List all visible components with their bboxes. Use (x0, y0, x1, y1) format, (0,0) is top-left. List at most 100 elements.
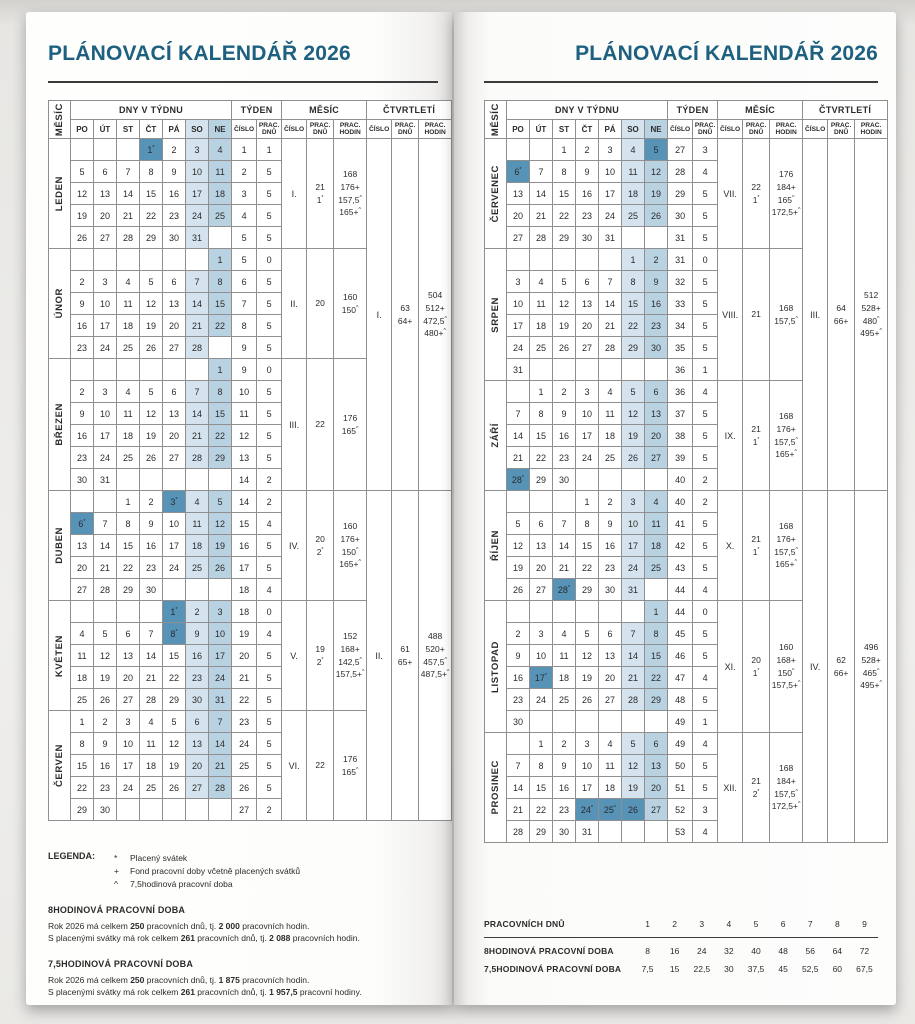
day-cell (506, 138, 530, 162)
week-workdays-cell: 4 (692, 380, 719, 404)
day-cell: 16 (185, 644, 209, 668)
day-cell: 4 (552, 622, 576, 646)
day-cell: 10 (207, 622, 233, 646)
day-cell: 19 (621, 424, 645, 448)
week-row: 4 5 6 7 8* 9 10 19 4 (49, 622, 452, 646)
value-line: 504 (428, 290, 443, 301)
day-cell: 13 (575, 292, 599, 316)
day-cell: 16 (552, 424, 576, 448)
week-workdays-cell: 5 (256, 776, 283, 800)
week-row: 23 24 25 26 27 28 9 5 (49, 336, 452, 360)
day-cell: 26 (93, 688, 117, 712)
day-cell: 10 (162, 512, 186, 536)
value-line: 2* (316, 656, 324, 667)
value-line: 168 (779, 302, 794, 313)
week-row: 9 10 11 12 13 14 15 11 5 (49, 402, 452, 426)
week-workdays-header: PRAC. DNŮ (256, 119, 283, 140)
day-cell: 11 (529, 292, 553, 316)
day-cell: 27 (643, 798, 669, 822)
day-cell: 26 (70, 226, 94, 250)
value-line: 520+ (425, 643, 445, 654)
week-workdays-cell: 5 (256, 688, 283, 712)
day-header-út: ÚT (93, 119, 117, 140)
day-cell: 5 (70, 160, 94, 184)
week-workdays-cell: 5 (256, 380, 283, 404)
week-number-cell: 45 (667, 622, 694, 646)
worktime-line: Rok 2026 má celkem 250 pracovních dnů, t… (48, 920, 438, 933)
week-row: 13 14 15 16 17 18 19 29 5 (485, 182, 888, 206)
day-cell: 12 (207, 512, 233, 536)
week-workdays-cell: 5 (692, 776, 719, 800)
week-row: 2 3 4 5 6 7 8 45 5 (485, 622, 888, 646)
month-name: PROSINEC (490, 760, 501, 815)
day-cell: 18 (207, 182, 233, 206)
quarter-number-cell: IV. (802, 490, 829, 844)
week-workdays-cell: 5 (256, 754, 283, 778)
header-line: DNŮ (748, 129, 764, 137)
day-cell: 2 (185, 600, 209, 624)
month-name-cell: PROSINEC (484, 732, 507, 844)
value-line: 176+ (340, 181, 360, 192)
day-cell (70, 248, 94, 272)
value-line: 62 (836, 654, 846, 665)
hours-value: 24 (697, 946, 707, 957)
day-cell: 19 (575, 666, 599, 690)
day-cell (552, 600, 576, 624)
page-title: PLÁNOVACÍ KALENDÁŘ 2026 (575, 42, 878, 65)
week-workdays-cell: 5 (692, 534, 719, 558)
day-cell: 30 (185, 688, 209, 712)
day-cell: 12 (162, 732, 186, 756)
value-line: 1* (752, 436, 760, 447)
value-line: 1* (752, 667, 760, 678)
day-cell: 6 (598, 622, 622, 646)
day-cell: 17 (185, 182, 209, 206)
week-number-cell: 44 (667, 600, 694, 624)
day-header-so: SO (621, 119, 645, 140)
quarter-workdays-cell: 62 66+ (827, 490, 856, 844)
month-workdays-cell: 21 1* (742, 380, 771, 492)
week-number-cell: 18 (231, 578, 258, 602)
worktime-text: pracovních dnů, tj. (144, 920, 219, 931)
header-line: PRAC. (339, 121, 361, 129)
week-row: 5 6 7 8 9 10 11 2 5 (49, 160, 452, 184)
workdays-count: 7 (796, 915, 824, 939)
page-title: PLÁNOVACÍ KALENDÁŘ 2026 (48, 42, 351, 65)
day-cell: 6 (643, 732, 669, 756)
legend-text: 7,5hodinová pracovní doba (130, 878, 233, 889)
week-number-cell: 49 (667, 710, 694, 734)
day-cell: 16 (506, 666, 530, 690)
value-line: 465^ (862, 667, 880, 678)
day-cell: 23 (139, 556, 163, 580)
week-row: 19 20 21 22 23 24 25 43 5 (485, 556, 888, 580)
week-number-cell: 32 (667, 270, 694, 294)
day-cell: 14 (93, 534, 117, 558)
day-cell: 15 (207, 292, 233, 316)
day-cell: 19 (139, 424, 163, 448)
value-line: 457,5^ (423, 656, 447, 667)
week-workdays-cell: 5 (692, 556, 719, 580)
day-cell: 9 (552, 402, 576, 426)
day-cell (529, 138, 553, 162)
day-cell: 28 (529, 226, 553, 250)
day-cell (598, 468, 622, 492)
day-cell (139, 798, 163, 822)
day-cell: 19 (621, 776, 645, 800)
day-cell (575, 600, 599, 624)
week-number-cell: 8 (231, 314, 258, 338)
week-workdays-cell: 5 (256, 732, 283, 756)
month-hours-cell: 168 176+ 157,5^ 165+^ (769, 490, 804, 602)
week-workdays-cell: 5 (256, 424, 283, 448)
day-cell: 7 (529, 160, 553, 184)
day-cell: 10 (93, 402, 117, 426)
day-cell: 20 (70, 556, 94, 580)
day-cell: 7 (506, 754, 530, 778)
month-workdays-cell: 21 (742, 248, 771, 382)
header-columns-row: PO ÚT ST ČT PÁ SO NE ČÍSLO PRAC. DNŮ ČÍSLO PRAC. DNŮ… (485, 119, 889, 140)
day-cell: 4 (621, 138, 645, 162)
week-number-cell: 6 (231, 270, 258, 294)
week-workdays-cell: 4 (256, 622, 283, 646)
day-header-ne: NE (207, 119, 233, 140)
week-number-cell: 17 (231, 556, 258, 580)
value-line: 165^ (777, 194, 795, 205)
day-cell: 11 (598, 402, 622, 426)
